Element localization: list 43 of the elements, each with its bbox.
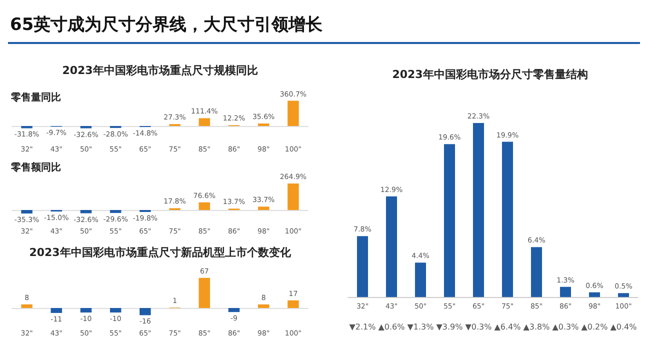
bar [288, 300, 299, 308]
bar [110, 308, 122, 312]
bar [530, 247, 542, 297]
y-axis-title: 零售额同比 [10, 162, 61, 174]
bar [140, 308, 151, 316]
bar [288, 100, 299, 126]
text: ▼2.1% [349, 322, 376, 332]
bar [228, 308, 240, 312]
text: ▼3.9% [436, 322, 464, 332]
bar [444, 144, 456, 297]
bar [386, 196, 398, 297]
text: ▲0.3% [552, 322, 580, 332]
text: ▲0.4% [610, 322, 638, 332]
bar [198, 202, 210, 210]
bar [356, 236, 368, 297]
text: ▲6.4% [494, 322, 522, 332]
bar [198, 278, 210, 308]
chart-title: 2023年中国彩电市场重点尺寸新品机型上市个数变化 [29, 246, 292, 259]
bar [472, 123, 484, 297]
bar [198, 118, 210, 126]
bar [588, 292, 600, 297]
text: ▲0.2% [581, 322, 608, 332]
bar [258, 206, 270, 210]
y-axis-title: 零售量同比 [10, 92, 61, 104]
text: ▼0.3% [465, 322, 492, 332]
text: ▲0.6% [378, 322, 406, 332]
bar [288, 184, 299, 210]
text: ▼1.3% [407, 322, 434, 332]
bar [80, 308, 92, 312]
bar [110, 210, 122, 213]
bar [618, 293, 630, 297]
bar [21, 304, 32, 308]
bar [80, 210, 92, 214]
bar [21, 210, 32, 214]
bar [502, 142, 514, 297]
text: ▲3.8% [523, 322, 550, 332]
text: 65英寸成为尺寸分界线，大尺寸引领增长 [8, 8, 640, 44]
bar [560, 286, 572, 297]
bar [414, 262, 426, 297]
bar [258, 304, 270, 308]
bar [50, 308, 62, 313]
chart-title: 2023年中国彩电市场重点尺寸规模同比 [62, 64, 258, 77]
chart-title: 2023年中国彩电市场分尺寸零售量结构 [392, 68, 588, 81]
